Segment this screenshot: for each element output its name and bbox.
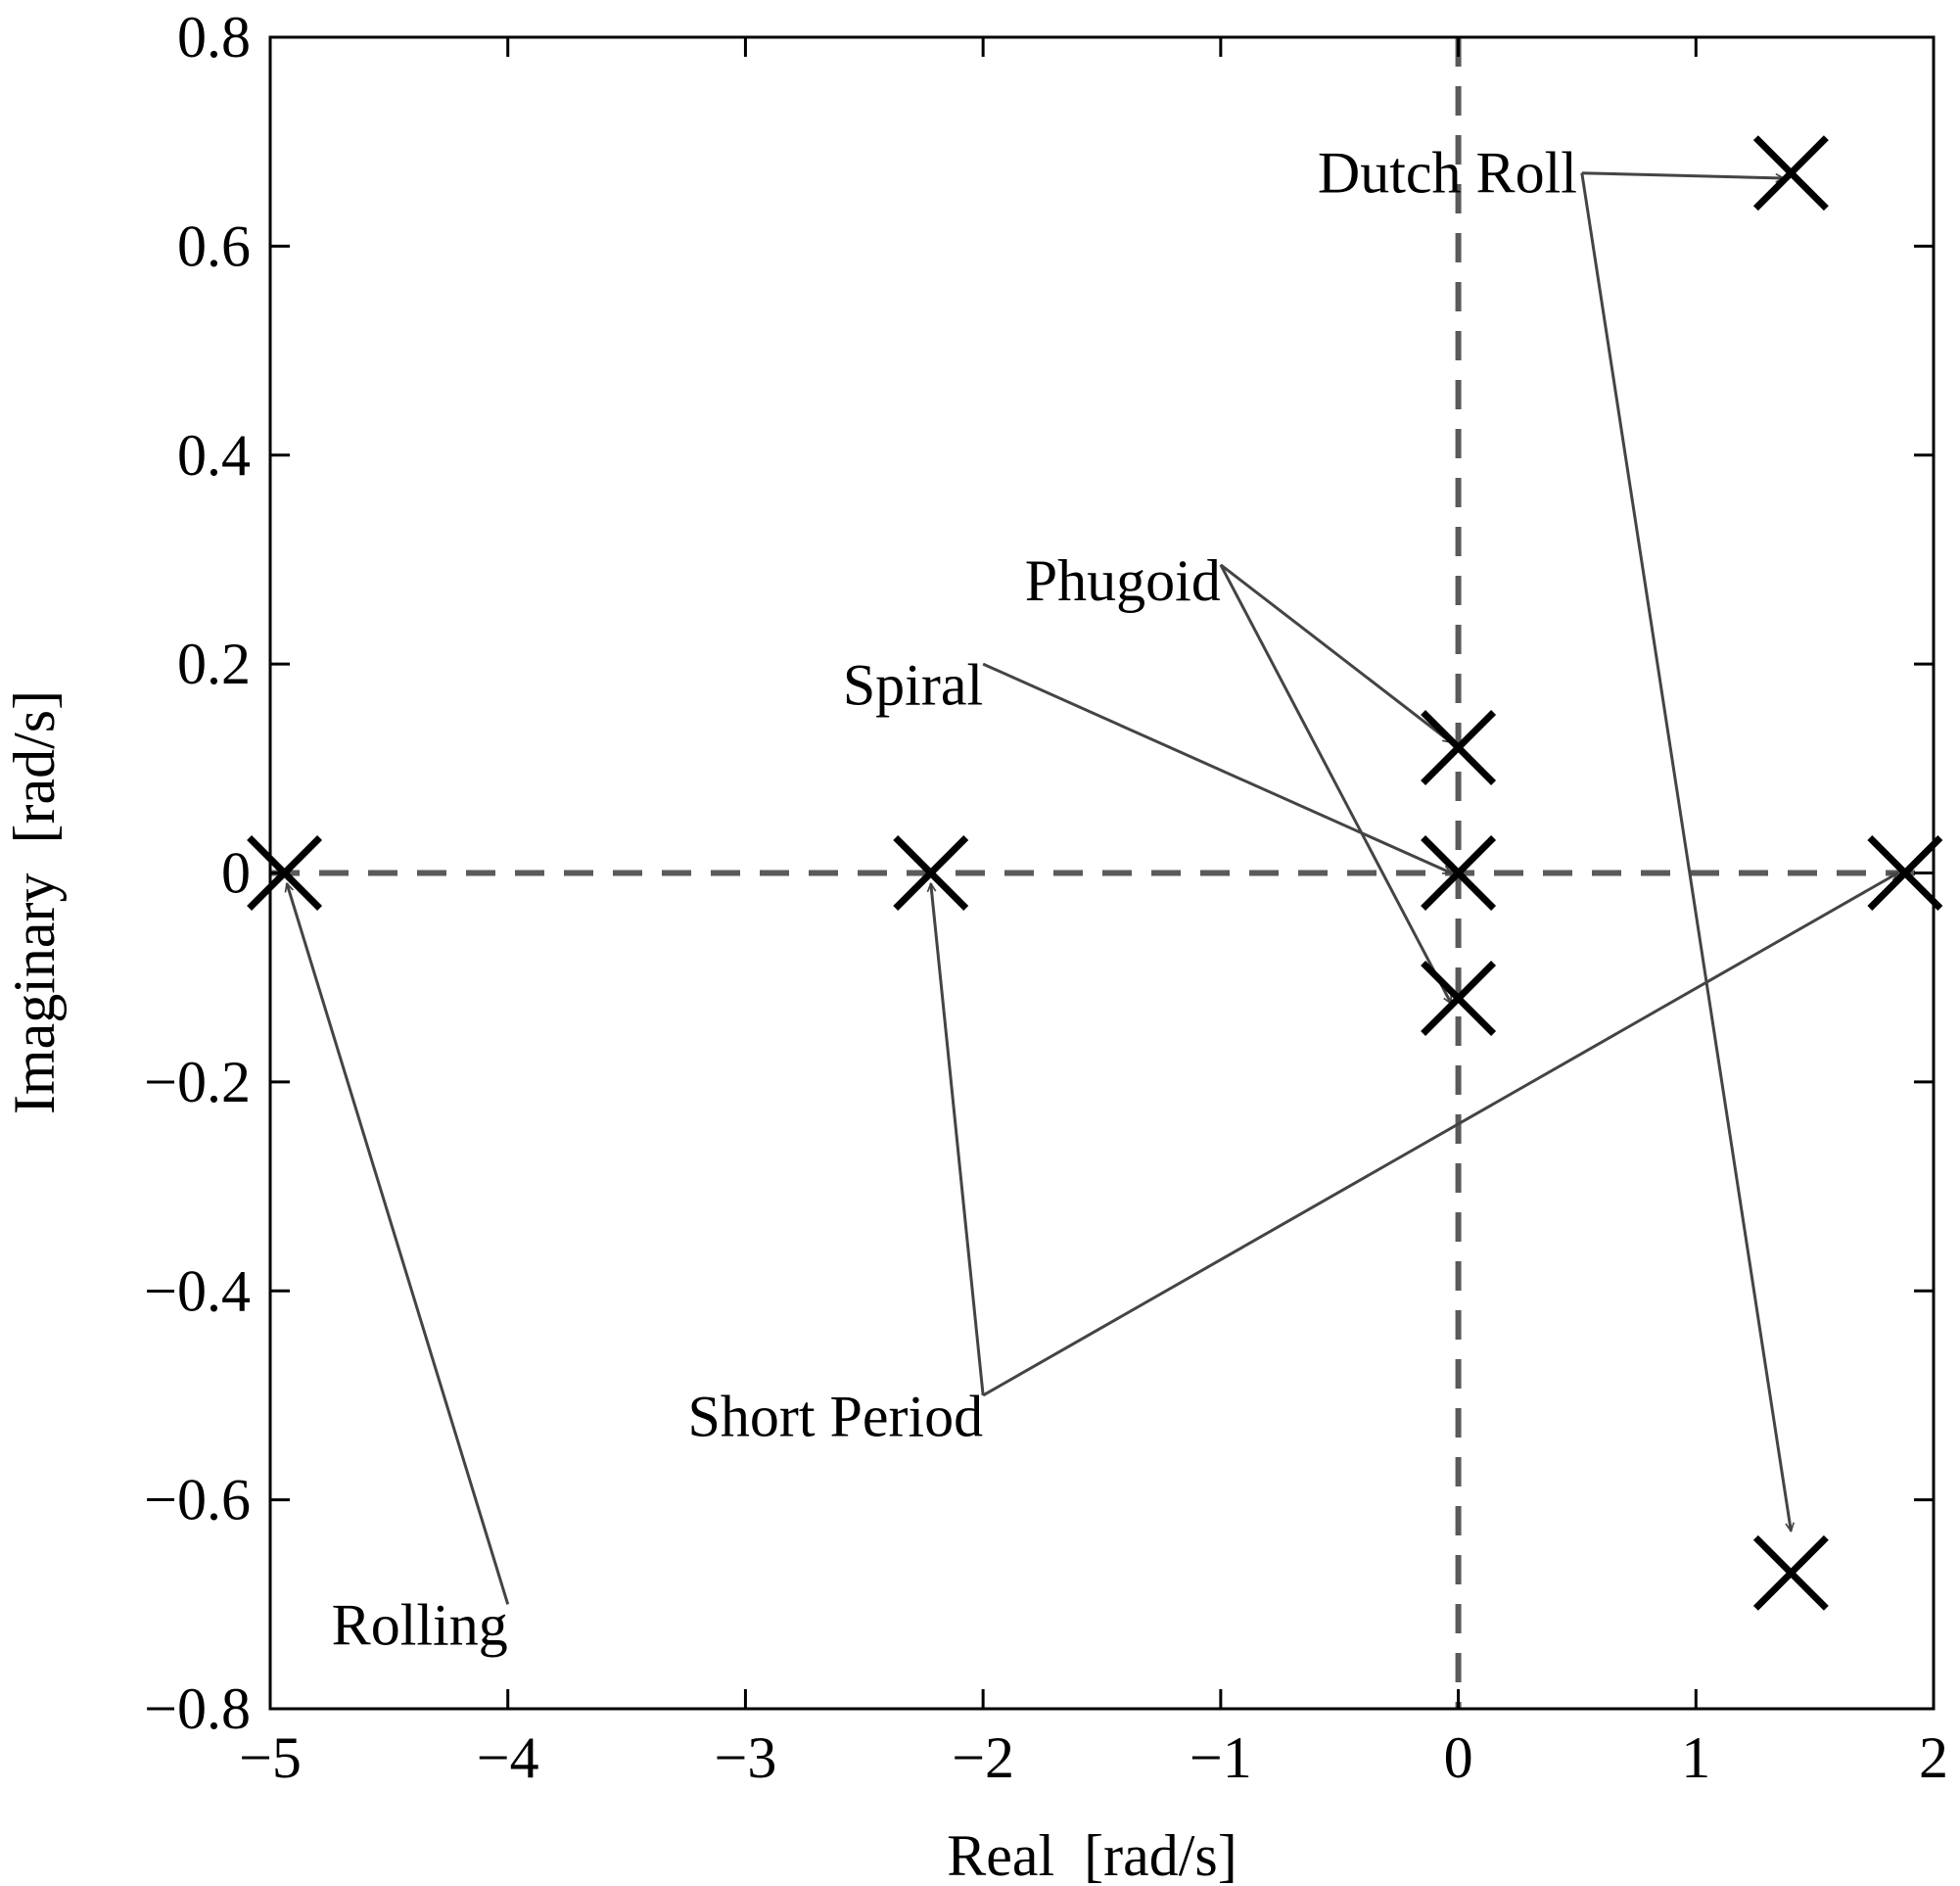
pole-marker xyxy=(1421,835,1497,911)
annotation-arrow xyxy=(931,883,985,1396)
annotation-arrows xyxy=(287,171,1898,1605)
x-tick-label: −4 xyxy=(477,1725,539,1790)
y-tick-labels: −0.8 −0.6 −0.4 −0.2 0 0.2 0.4 0.6 0.8 xyxy=(144,5,251,1741)
pole-marker xyxy=(893,835,969,911)
x-axis-label: Real [rad/s] xyxy=(947,1823,1237,1886)
annotation-label: Phugoid xyxy=(1025,548,1221,613)
pole-marker xyxy=(1421,710,1497,785)
reference-lines xyxy=(270,37,1934,1709)
annotation-label: Spiral xyxy=(843,652,983,717)
pole-marker xyxy=(1867,835,1943,911)
annotation-label: Rolling xyxy=(332,1593,508,1658)
x-tick-label: 0 xyxy=(1444,1725,1473,1790)
y-tick-label: −0.6 xyxy=(144,1468,251,1532)
annotation-label: Dutch Roll xyxy=(1318,141,1577,206)
annotation-arrow xyxy=(1219,564,1453,1004)
annotation-arrow xyxy=(287,883,510,1605)
annotation-labels: Dutch Roll Phugoid Spiral Short Period Rolli… xyxy=(332,141,1577,1658)
pole-marker xyxy=(1752,135,1829,212)
y-tick-label: 0.6 xyxy=(177,213,251,278)
x-tick-label: 2 xyxy=(1919,1725,1948,1790)
x-tick-label: 1 xyxy=(1681,1725,1710,1790)
y-tick-label: −0.4 xyxy=(144,1258,251,1323)
pole-marker xyxy=(1752,1534,1829,1611)
x-tick-label: −3 xyxy=(715,1725,777,1790)
y-tick-label: 0.4 xyxy=(177,423,251,488)
annotation-arrow xyxy=(1580,172,1792,1532)
annotation-arrow xyxy=(982,662,1451,874)
annotation-arrow xyxy=(982,872,1897,1397)
y-tick-label: 0.2 xyxy=(177,632,251,696)
pole-marker xyxy=(247,835,323,911)
annotation-label: Short Period xyxy=(687,1384,983,1448)
y-tick-label: 0 xyxy=(221,841,251,906)
pole-markers xyxy=(247,135,1943,1611)
x-tick-label: −1 xyxy=(1190,1725,1252,1790)
x-tick-label: −2 xyxy=(952,1725,1014,1790)
pole-marker xyxy=(1421,961,1497,1036)
annotation-arrow xyxy=(1219,563,1451,744)
plot-frame xyxy=(268,35,1936,1711)
y-axis-label: Imaginary [rad/s] xyxy=(2,690,67,1114)
y-tick-label: −0.8 xyxy=(144,1676,251,1741)
annotation-arrow xyxy=(1581,171,1784,178)
y-tick-label: 0.8 xyxy=(177,5,251,70)
x-tick-labels: −5 −4 −3 −2 −1 0 1 2 xyxy=(239,1725,1948,1790)
x-tick-label: −5 xyxy=(239,1725,302,1790)
y-tick-label: −0.2 xyxy=(144,1050,251,1114)
